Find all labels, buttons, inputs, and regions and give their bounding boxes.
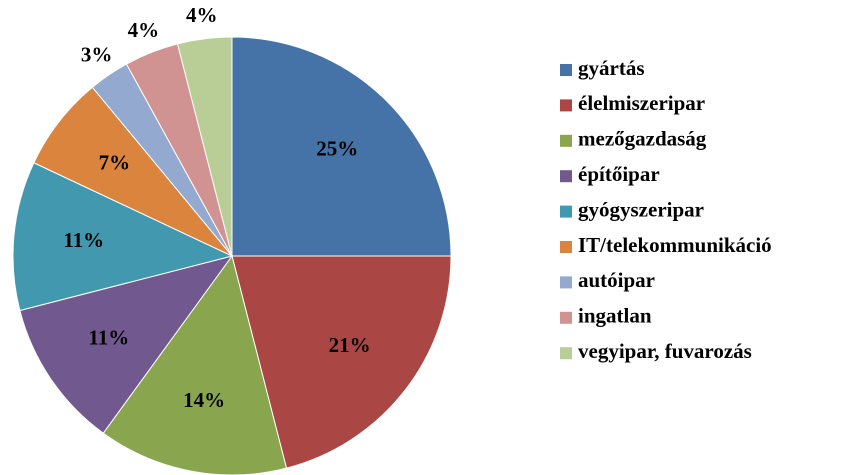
legend-label: gyógyszeripar: [578, 197, 704, 221]
legend-swatch: [560, 170, 572, 183]
pie-slice: [19, 255, 234, 434]
data-label: 25%: [316, 137, 358, 161]
legend-swatch: [560, 347, 572, 360]
legend-label: gyártás: [578, 56, 645, 80]
legend-swatch: [560, 99, 572, 112]
pie-slice: [231, 36, 452, 257]
pie-slice: [231, 255, 452, 469]
data-label: 7%: [99, 151, 131, 175]
data-label: 3%: [81, 43, 113, 67]
legend-swatch: [560, 241, 572, 253]
legend-swatch: [560, 276, 572, 289]
legend-label: ingatlan: [578, 304, 652, 328]
legend-label: autóipar: [578, 268, 655, 292]
pie-slice: [12, 162, 234, 312]
data-label: 4%: [128, 18, 160, 42]
legend-label: vegyipar, fuvarozás: [578, 339, 752, 363]
data-label: 4%: [186, 3, 218, 27]
legend-label: építőipar: [578, 162, 660, 186]
pie-slice: [176, 36, 233, 257]
data-label: 21%: [329, 333, 371, 357]
pie-slice: [102, 254, 288, 475]
legend-swatch: [560, 64, 572, 76]
data-label: 11%: [88, 326, 129, 350]
legend-label: élelmiszeripar: [578, 91, 705, 115]
data-label: 14%: [183, 388, 225, 412]
legend-swatch: [560, 205, 572, 218]
data-label: 11%: [63, 228, 104, 252]
legend-label: IT/telekommunikáció: [578, 233, 772, 257]
legend-label: mezőgazdaság: [578, 127, 707, 151]
legend-swatch: [560, 134, 572, 147]
legend-swatch: [560, 311, 572, 324]
